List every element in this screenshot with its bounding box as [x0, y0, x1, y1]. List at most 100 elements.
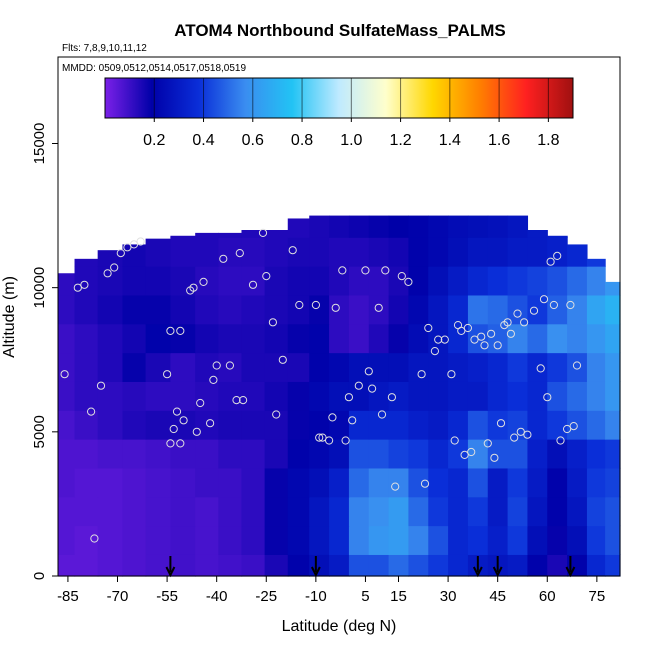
heatmap-cell: [487, 237, 509, 267]
heatmap-cell: [241, 439, 266, 469]
heatmap-cell: [448, 496, 469, 527]
heatmap-cell: [448, 215, 469, 238]
heatmap-cell: [368, 266, 390, 296]
heatmap-cell: [507, 496, 529, 527]
heatmap-cell: [287, 218, 310, 238]
sample-point: [288, 246, 297, 255]
heatmap-cell: [487, 525, 509, 555]
heatmap-cell: [218, 294, 243, 325]
sample-point: [315, 433, 324, 442]
sample-points: [60, 228, 582, 543]
sample-point: [219, 254, 228, 263]
heatmap-cell: [264, 554, 289, 577]
heatmap-cell: [74, 266, 99, 296]
sample-point: [450, 436, 459, 445]
heatmap-cell: [58, 323, 76, 354]
heatmap-cell: [241, 381, 266, 411]
sample-point: [549, 300, 559, 310]
sample-point: [354, 381, 363, 390]
heatmap-cell: [348, 381, 370, 411]
heatmap-cell: [428, 467, 449, 498]
heatmap-cell: [586, 381, 606, 411]
heatmap-cell: [388, 554, 410, 577]
heatmap-cell: [287, 410, 310, 440]
heatmap-cell: [487, 352, 509, 382]
y-tick-label: 0: [31, 572, 48, 580]
heatmap-cell: [195, 467, 219, 498]
heatmap-cell: [428, 294, 449, 325]
heatmap-cell: [388, 323, 410, 354]
sample-point: [523, 430, 532, 439]
heatmap-cell: [428, 496, 449, 527]
heatmap-cell: [287, 352, 310, 382]
heatmap-cell: [309, 237, 330, 267]
heatmap-cell: [467, 294, 489, 325]
sample-point: [166, 439, 175, 448]
heatmap-cell: [170, 352, 196, 382]
heatmap-cell: [287, 381, 310, 411]
y-tick-label: 15000: [31, 123, 48, 165]
heatmap-cell: [287, 554, 310, 577]
heatmap-cell: [97, 525, 124, 555]
heatmap-cell: [58, 496, 76, 527]
heatmap-cell: [467, 381, 489, 411]
heatmap-cell: [74, 554, 99, 577]
heatmap-cell: [264, 381, 289, 411]
heatmap-cell: [408, 266, 429, 296]
heatmap-cell: [241, 467, 266, 498]
heatmap-cell: [605, 281, 621, 296]
heatmap-cell: [195, 294, 219, 325]
heatmap-cell: [467, 237, 489, 267]
heatmap-cell: [547, 294, 568, 325]
sample-point: [341, 436, 350, 445]
sample-point: [397, 272, 406, 281]
x-tick-label: 5: [361, 588, 369, 605]
sample-point: [176, 439, 185, 448]
heatmap-cell: [567, 467, 588, 498]
heatmap-cell: [309, 266, 330, 296]
heatmap-cell: [241, 554, 266, 577]
heatmap-cell: [74, 439, 99, 469]
heatmap-cell: [58, 273, 76, 296]
heatmap-cell: [195, 439, 219, 469]
heatmap-cell: [218, 496, 243, 527]
colorbar-gradient: [104, 77, 574, 119]
heatmap-cell: [218, 232, 243, 238]
heatmap-cell: [145, 323, 171, 354]
heatmap-cell: [487, 496, 509, 527]
sample-point: [361, 266, 370, 275]
heatmap-cell: [122, 439, 147, 469]
sample-point: [487, 329, 496, 338]
y-axis-label: Altitude (m): [1, 276, 18, 358]
sample-point: [434, 335, 443, 344]
heatmap-cell: [97, 352, 124, 382]
heatmap-cell: [309, 352, 330, 382]
heatmap-cell: [448, 410, 469, 440]
heatmap-cell: [487, 266, 509, 296]
heatmap-cell: [145, 294, 171, 325]
flight-arrow: [165, 556, 176, 578]
heatmap-cell: [348, 266, 370, 296]
heatmap-cell: [264, 352, 289, 382]
colorbar-tick-label: 0.6: [242, 132, 264, 149]
heatmap-cell: [428, 439, 449, 469]
sample-point: [96, 381, 106, 390]
y-tick-label: 5000: [31, 415, 48, 448]
heatmap-cell: [329, 554, 350, 577]
heatmap-cell: [448, 439, 469, 469]
heatmap-cell: [527, 410, 548, 440]
sample-point: [457, 326, 466, 335]
heatmap-cell: [567, 294, 588, 325]
heatmap-cell: [329, 496, 350, 527]
colorbar-tick-label: 0.8: [291, 132, 313, 149]
sample-point: [424, 323, 433, 333]
heatmap-cell: [170, 525, 196, 555]
sample-point: [272, 410, 281, 419]
sample-point: [480, 341, 489, 350]
sample-point: [232, 396, 241, 405]
heatmap-cell: [388, 237, 410, 267]
flights-note: Flts: 7,8,9,10,11,12: [62, 43, 147, 54]
heatmap-cell: [586, 352, 606, 382]
sample-point: [503, 318, 512, 327]
heatmap-cell: [218, 410, 243, 440]
